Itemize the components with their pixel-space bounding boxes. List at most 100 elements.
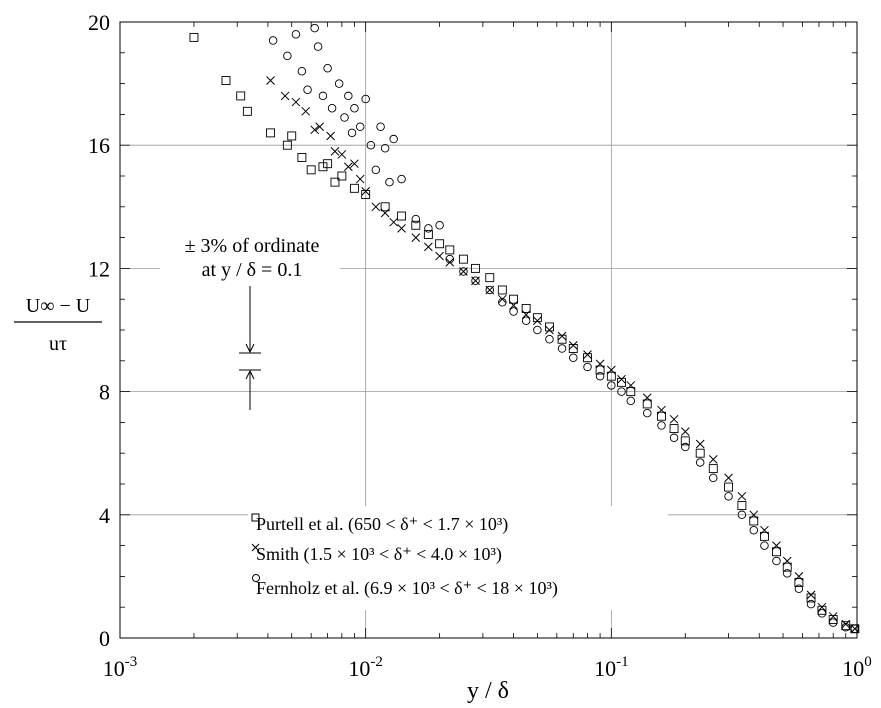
square-point bbox=[724, 482, 733, 492]
cross-point bbox=[568, 341, 578, 350]
square-point bbox=[642, 399, 652, 409]
circle-point bbox=[411, 214, 421, 224]
square-point bbox=[759, 531, 769, 541]
circle-point bbox=[642, 408, 652, 418]
circle-point bbox=[347, 128, 357, 138]
y-axis-label: U∞ − U uτ bbox=[14, 295, 102, 355]
circle-point bbox=[313, 42, 323, 51]
annotation-background bbox=[160, 232, 340, 284]
x-tick-label: 10-2 bbox=[348, 654, 383, 681]
legend-circle-marker bbox=[252, 574, 260, 582]
cross-point bbox=[521, 310, 531, 319]
cross-point bbox=[545, 325, 554, 335]
circle-point bbox=[595, 371, 605, 381]
cross-point bbox=[361, 187, 371, 196]
cross-point bbox=[657, 405, 666, 415]
circle-point bbox=[459, 267, 468, 276]
square-point bbox=[236, 91, 246, 101]
cross-point bbox=[291, 97, 301, 107]
cross-point bbox=[642, 393, 652, 403]
legend-item-purtell: Purtell et al. (650 < δ⁺ < 1.7 × 10³) bbox=[251, 513, 508, 535]
square-point bbox=[521, 303, 531, 313]
cross-point bbox=[424, 242, 433, 252]
cross-point bbox=[371, 202, 381, 212]
cross-point bbox=[626, 381, 636, 390]
annotation-arrow-up-head bbox=[245, 369, 255, 380]
cross-point bbox=[695, 439, 705, 449]
cross-point bbox=[708, 455, 718, 464]
circle-point bbox=[366, 140, 376, 150]
legend-label-smith: Smith (1.5 × 10³ < δ⁺ < 4.0 × 10³) bbox=[256, 544, 502, 565]
square-point bbox=[806, 593, 816, 603]
square-point bbox=[297, 153, 307, 162]
y-tick-label: 0 bbox=[99, 626, 110, 651]
circle-point bbox=[397, 174, 406, 184]
legend: Purtell et al. (650 < δ⁺ < 1.7 × 10³) Sm… bbox=[248, 506, 668, 610]
y-tick-label: 12 bbox=[88, 256, 110, 281]
square-point bbox=[282, 140, 292, 150]
data-points bbox=[189, 23, 860, 634]
square-point bbox=[361, 190, 371, 199]
cross-point bbox=[497, 294, 507, 304]
cross-point bbox=[724, 473, 733, 483]
square-point bbox=[695, 448, 705, 458]
x-tick-label: 10-1 bbox=[594, 654, 629, 681]
square-point bbox=[509, 294, 519, 304]
square-point bbox=[349, 183, 359, 193]
circle-point bbox=[583, 362, 592, 372]
cross-point bbox=[817, 602, 827, 612]
annotation-line-2: at y / δ = 0.1 bbox=[202, 259, 303, 281]
circle-point bbox=[669, 433, 679, 443]
cross-point bbox=[533, 316, 542, 326]
legend-item-fernholz: Fernholz et al. (6.9 × 10³ < δ⁺ < 18 × 1… bbox=[252, 574, 558, 599]
cross-point bbox=[669, 414, 679, 424]
square-point bbox=[242, 106, 252, 116]
circle-point bbox=[268, 36, 278, 45]
circle-point bbox=[841, 622, 851, 632]
square-point bbox=[485, 273, 495, 283]
cross-point bbox=[310, 125, 320, 135]
circle-point bbox=[828, 618, 838, 627]
square-point bbox=[617, 377, 626, 387]
square-point bbox=[458, 254, 468, 264]
cross-point bbox=[737, 491, 747, 501]
square-point bbox=[708, 464, 718, 474]
circle-point bbox=[376, 122, 385, 131]
square-point bbox=[657, 411, 666, 421]
square-point bbox=[737, 501, 747, 511]
x-tick-label: 10-3 bbox=[103, 654, 138, 681]
cross-point bbox=[350, 159, 359, 169]
tick-marks bbox=[119, 21, 857, 639]
square-point bbox=[221, 76, 231, 85]
square-point bbox=[411, 220, 421, 230]
legend-label-purtell: Purtell et al. (650 < δ⁺ < 1.7 × 10³) bbox=[256, 514, 508, 535]
circle-point bbox=[617, 387, 626, 396]
square-point bbox=[841, 621, 851, 631]
cross-point bbox=[794, 572, 804, 581]
square-point bbox=[545, 322, 554, 332]
circle-point bbox=[760, 541, 769, 550]
circle-point bbox=[424, 224, 433, 233]
cross-point bbox=[435, 251, 444, 261]
circle-point bbox=[509, 307, 518, 316]
cross-point bbox=[841, 619, 851, 629]
square-point bbox=[606, 371, 616, 381]
cross-point bbox=[355, 174, 365, 184]
cross-point bbox=[557, 331, 567, 341]
square-point bbox=[471, 263, 480, 273]
x-tick-label: 100 bbox=[842, 654, 872, 681]
square-point bbox=[380, 202, 390, 212]
square-point bbox=[435, 239, 445, 249]
square-point bbox=[626, 387, 636, 397]
y-tick-label: 8 bbox=[99, 380, 110, 405]
circle-point bbox=[380, 144, 390, 153]
circle-point bbox=[498, 298, 507, 307]
circle-point bbox=[323, 63, 332, 73]
circle-point bbox=[327, 103, 337, 113]
cross-point bbox=[280, 91, 290, 101]
cross-point bbox=[617, 374, 626, 384]
tick-labels: 10-3 10-2 10-1 100 0 4 8 12 16 20 bbox=[88, 10, 872, 681]
x-axis-label: y / δ bbox=[467, 678, 509, 704]
circle-point bbox=[303, 85, 312, 95]
square-point bbox=[397, 211, 407, 221]
